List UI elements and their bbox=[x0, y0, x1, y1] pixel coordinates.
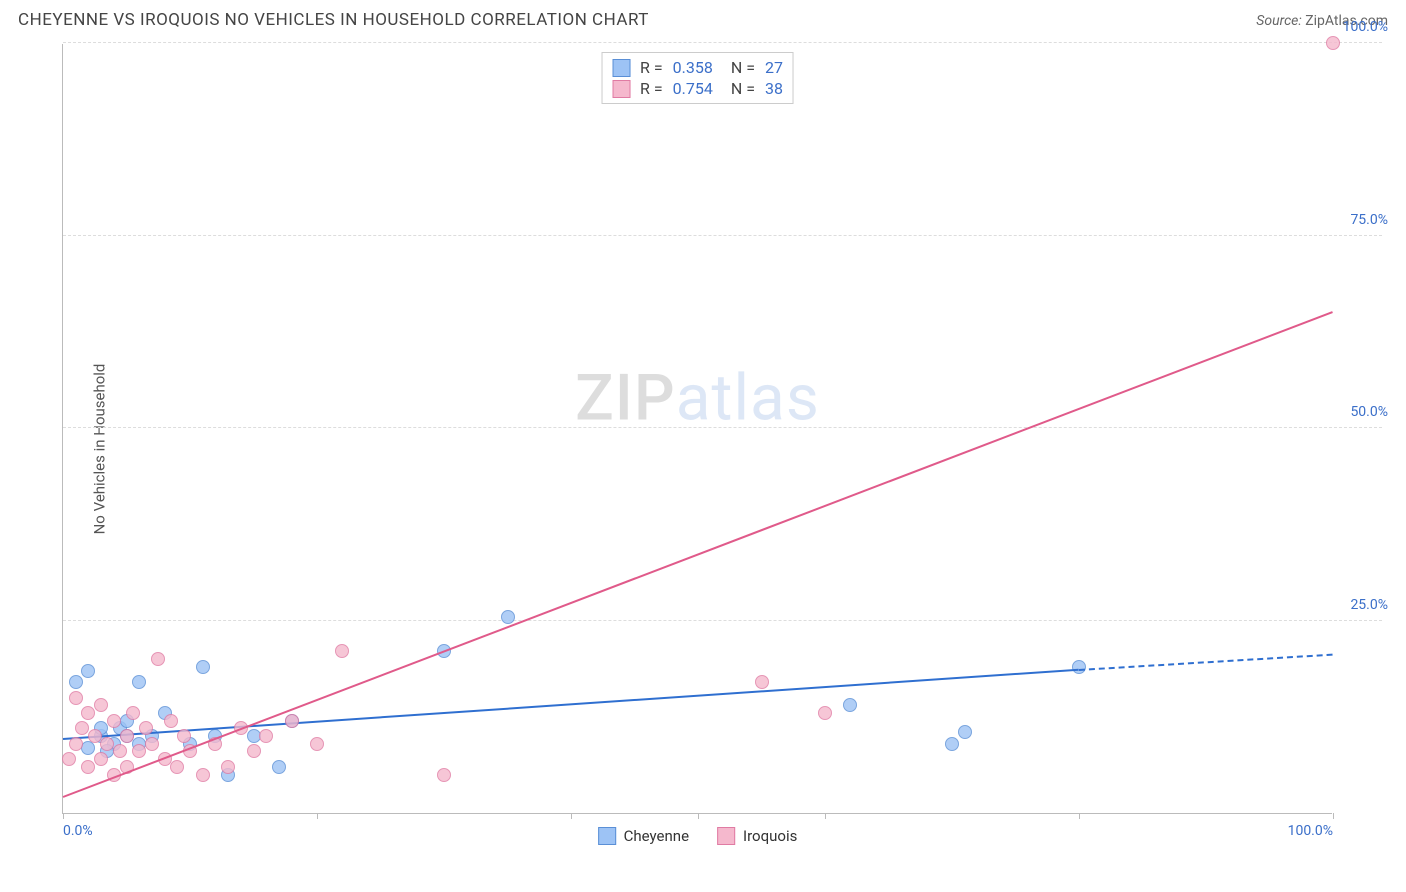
data-point bbox=[69, 675, 83, 689]
data-point bbox=[196, 768, 210, 782]
gridline bbox=[63, 427, 1382, 428]
data-point bbox=[113, 744, 127, 758]
stats-row: R = 0.358 N = 27 bbox=[612, 57, 783, 78]
data-point bbox=[94, 752, 108, 766]
data-point bbox=[120, 729, 134, 743]
x-tick bbox=[1333, 813, 1334, 819]
stat-n-value: 27 bbox=[765, 58, 783, 77]
data-point bbox=[285, 714, 299, 728]
data-point bbox=[259, 729, 273, 743]
data-point bbox=[818, 706, 832, 720]
watermark: ZIPatlas bbox=[575, 360, 820, 435]
legend-swatch bbox=[717, 827, 735, 845]
gridline bbox=[63, 235, 1382, 236]
stat-n-label: N = bbox=[731, 79, 755, 98]
data-point bbox=[132, 744, 146, 758]
trend-line bbox=[63, 311, 1334, 798]
legend-swatch bbox=[598, 827, 616, 845]
data-point bbox=[170, 760, 184, 774]
series-swatch bbox=[612, 59, 630, 77]
stat-r-value: 0.754 bbox=[673, 79, 713, 98]
x-tick bbox=[317, 813, 318, 819]
data-point bbox=[132, 675, 146, 689]
stat-r-label: R = bbox=[640, 79, 663, 98]
data-point bbox=[945, 737, 959, 751]
data-point bbox=[310, 737, 324, 751]
x-tick bbox=[825, 813, 826, 819]
y-tick-label: 100.0% bbox=[1343, 19, 1388, 35]
data-point bbox=[94, 698, 108, 712]
x-tick bbox=[1079, 813, 1080, 819]
legend-label: Cheyenne bbox=[624, 827, 689, 845]
y-tick-label: 25.0% bbox=[1350, 597, 1388, 613]
data-point bbox=[1326, 36, 1340, 50]
x-tick bbox=[63, 813, 64, 819]
data-point bbox=[1072, 660, 1086, 674]
data-point bbox=[247, 744, 261, 758]
data-point bbox=[843, 698, 857, 712]
data-point bbox=[164, 714, 178, 728]
stat-r-label: R = bbox=[640, 58, 663, 77]
data-point bbox=[75, 721, 89, 735]
watermark-part2: atlas bbox=[676, 360, 820, 435]
trend-line bbox=[63, 669, 1079, 740]
watermark-part1: ZIP bbox=[575, 360, 676, 435]
x-tick bbox=[698, 813, 699, 819]
x-tick-label: 0.0% bbox=[63, 823, 93, 839]
data-point bbox=[177, 729, 191, 743]
data-point bbox=[81, 760, 95, 774]
source-label: Source: bbox=[1256, 13, 1301, 29]
data-point bbox=[69, 691, 83, 705]
data-point bbox=[151, 652, 165, 666]
chart-title: CHEYENNE VS IROQUOIS NO VEHICLES IN HOUS… bbox=[18, 10, 649, 30]
series-swatch bbox=[612, 80, 630, 98]
x-tick bbox=[571, 813, 572, 819]
stats-legend-box: R = 0.358 N = 27 R = 0.754 N = 38 bbox=[601, 52, 794, 104]
data-point bbox=[107, 714, 121, 728]
plot-area: ZIPatlas R =0.358N =27R =0.754N =38 Chey… bbox=[62, 44, 1332, 814]
y-tick-label: 50.0% bbox=[1350, 404, 1388, 420]
data-point bbox=[81, 706, 95, 720]
trend-line-extension bbox=[1079, 653, 1333, 670]
stats-row: R = 0.754 N = 38 bbox=[612, 78, 783, 99]
stat-n-value: 38 bbox=[765, 79, 783, 98]
data-point bbox=[100, 737, 114, 751]
stat-n-label: N = bbox=[731, 58, 755, 77]
data-point bbox=[958, 725, 972, 739]
data-point bbox=[437, 768, 451, 782]
data-point bbox=[501, 610, 515, 624]
data-point bbox=[62, 752, 76, 766]
data-point bbox=[145, 737, 159, 751]
stat-r-value: 0.358 bbox=[673, 58, 713, 77]
legend-item: Cheyenne bbox=[598, 827, 689, 845]
data-point bbox=[272, 760, 286, 774]
y-tick-label: 75.0% bbox=[1350, 212, 1388, 228]
chart-container: No Vehicles in Household ZIPatlas R =0.3… bbox=[18, 34, 1388, 864]
legend-label: Iroquois bbox=[743, 827, 797, 845]
data-point bbox=[196, 660, 210, 674]
data-point bbox=[81, 664, 95, 678]
data-point bbox=[139, 721, 153, 735]
data-point bbox=[755, 675, 769, 689]
data-point bbox=[88, 729, 102, 743]
data-point bbox=[221, 760, 235, 774]
legend-item: Iroquois bbox=[717, 827, 797, 845]
data-point bbox=[69, 737, 83, 751]
data-point bbox=[335, 644, 349, 658]
gridline bbox=[63, 42, 1382, 43]
x-tick-label: 100.0% bbox=[1288, 823, 1333, 839]
series-legend: Cheyenne Iroquois bbox=[598, 827, 798, 845]
gridline bbox=[63, 620, 1382, 621]
data-point bbox=[126, 706, 140, 720]
